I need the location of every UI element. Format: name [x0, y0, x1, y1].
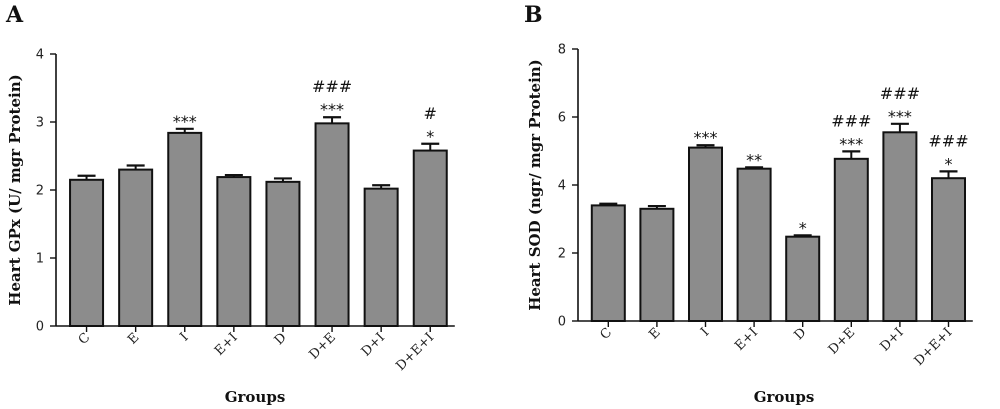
panel-a-x-axis-title: Groups: [225, 388, 286, 406]
panel-b: B Heart SOD (ngr/ mgr Protein) Groups 0 2…: [524, 2, 973, 406]
x-category-label: D+E+I: [393, 330, 437, 374]
x-category-label: I: [698, 325, 712, 339]
panel-a-y-axis-title: Heart GPx (U/ mgr Protein): [6, 74, 24, 305]
bar-e-plus-i: [216, 176, 252, 327]
significance-stars: *: [426, 127, 434, 146]
x-category-label: D+E+I: [912, 325, 956, 369]
bar-e: [118, 168, 154, 327]
y-tick-label: 0: [558, 315, 566, 330]
significance-hash: ###: [928, 131, 968, 150]
panel-b-y-axis-title: Heart SOD (ngr/ mgr Protein): [526, 59, 544, 311]
significance-hash: ###: [831, 111, 871, 130]
y-tick-label: 4: [558, 179, 566, 194]
y-tick-label: 8: [558, 43, 566, 58]
y-tick-label: 3: [36, 116, 44, 131]
bar-d-plus-i: [882, 131, 918, 322]
x-category-label: E: [125, 330, 142, 347]
significance-stars: *: [945, 154, 953, 173]
significance-stars: **: [746, 150, 762, 169]
bar-d: [785, 235, 821, 322]
bar-d-plus-e-plus-i: [931, 177, 966, 322]
significance-stars: ***: [173, 112, 197, 131]
bar-c: [590, 204, 626, 322]
x-category-label: I: [177, 330, 191, 344]
panel-b-letter: B: [524, 2, 543, 28]
significance-stars: ***: [694, 128, 718, 147]
significance-hash: ###: [880, 84, 920, 103]
y-tick-label: 6: [558, 111, 566, 126]
bar-e-plus-i: [736, 167, 772, 322]
bar-i: [688, 146, 723, 322]
x-category-label: D+I: [877, 325, 906, 354]
panel-b-x-axis-title: Groups: [754, 388, 815, 406]
significance-hash: #: [424, 104, 437, 123]
x-category-label: D: [792, 325, 810, 343]
bar-d-plus-e: [833, 157, 869, 322]
bar-c: [69, 178, 105, 327]
bar-d-plus-i: [363, 187, 399, 327]
panel-a: A Heart GPx (U/ mgr Protein) Groups 0 1 2 3…: [5, 2, 455, 406]
bar-e: [639, 207, 675, 322]
x-category-label: D+E: [826, 325, 858, 357]
panel-a-letter: A: [5, 2, 24, 28]
y-tick-label: 2: [36, 184, 44, 199]
y-tick-label: 4: [36, 48, 44, 63]
bar-i: [167, 131, 203, 327]
bar-d: [265, 180, 301, 327]
x-category-label: D+I: [359, 330, 388, 359]
significance-stars: ***: [888, 107, 912, 126]
x-category-label: C: [597, 325, 615, 343]
significance-stars: *: [799, 218, 807, 237]
significance-stars: ***: [320, 100, 344, 119]
bar-d-plus-e: [314, 122, 350, 327]
x-category-label: D+E: [306, 330, 338, 362]
significance-stars: ***: [839, 134, 863, 153]
bar-d-plus-e-plus-i: [412, 149, 448, 327]
x-category-label: E: [646, 325, 663, 342]
y-tick-label: 0: [36, 320, 44, 335]
x-category-label: C: [76, 330, 94, 348]
y-tick-label: 1: [36, 252, 44, 267]
y-tick-label: 2: [558, 247, 566, 262]
x-category-label: E+I: [212, 330, 241, 359]
x-category-label: E+I: [732, 325, 761, 354]
significance-hash: ###: [312, 77, 352, 96]
x-category-label: D: [272, 330, 290, 348]
